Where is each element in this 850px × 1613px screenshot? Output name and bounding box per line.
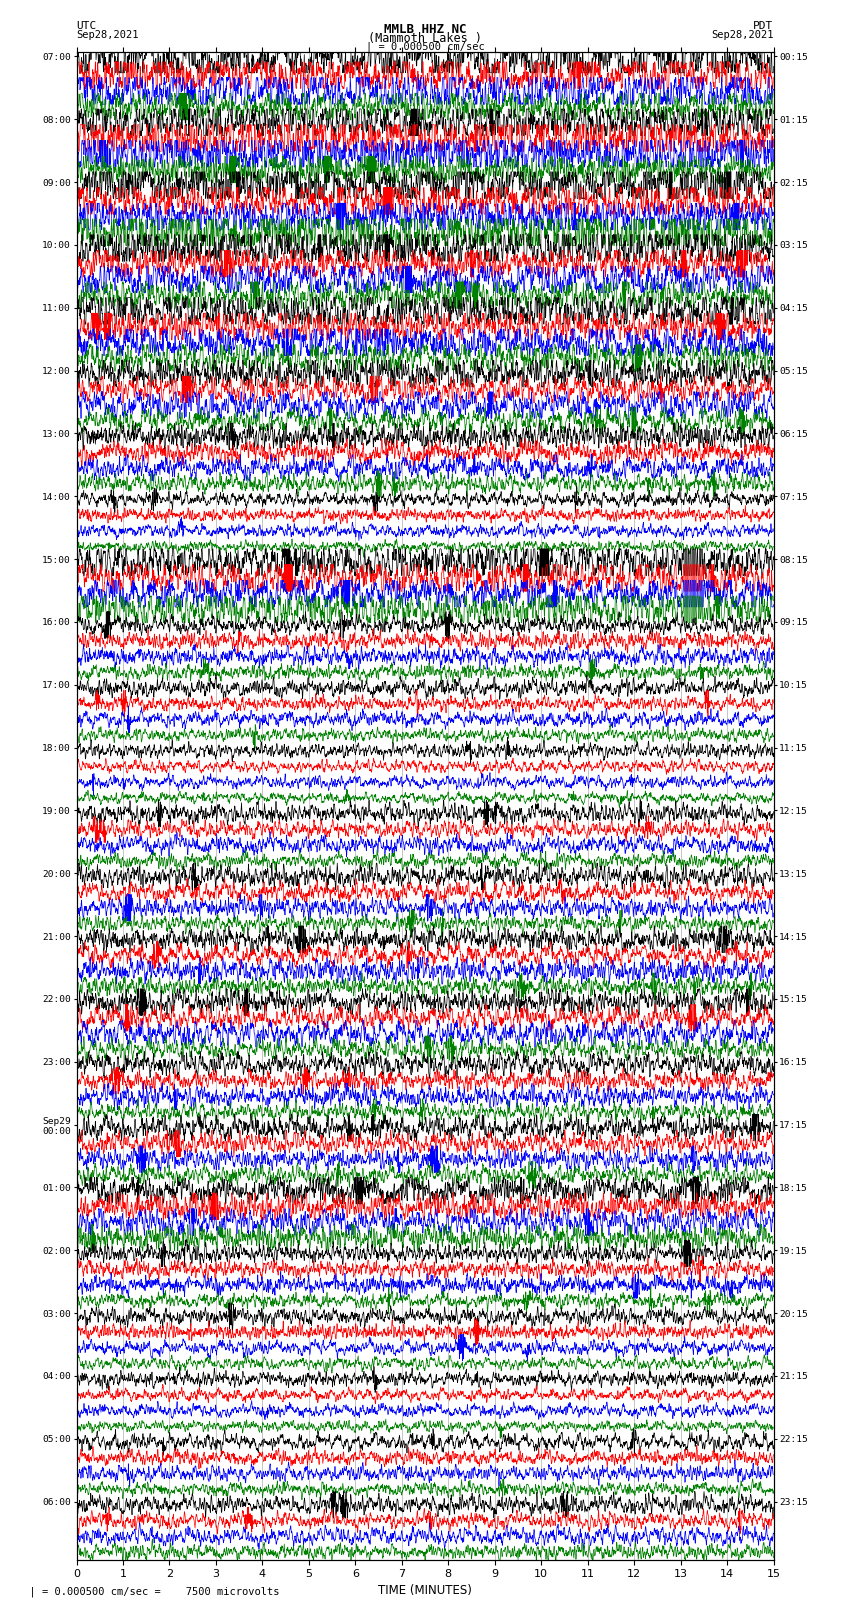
Text: Sep28,2021: Sep28,2021 [711,31,774,40]
Text: Sep28,2021: Sep28,2021 [76,31,139,40]
Text: (Mammoth Lakes ): (Mammoth Lakes ) [368,32,482,45]
X-axis label: TIME (MINUTES): TIME (MINUTES) [378,1584,472,1597]
Text: MMLB HHZ NC: MMLB HHZ NC [383,24,467,37]
Text: | = 0.000500 cm/sec =    7500 microvolts: | = 0.000500 cm/sec = 7500 microvolts [17,1586,280,1597]
Text: PDT: PDT [753,21,774,31]
Text: | = 0.000500 cm/sec: | = 0.000500 cm/sec [366,40,484,52]
Text: UTC: UTC [76,21,97,31]
